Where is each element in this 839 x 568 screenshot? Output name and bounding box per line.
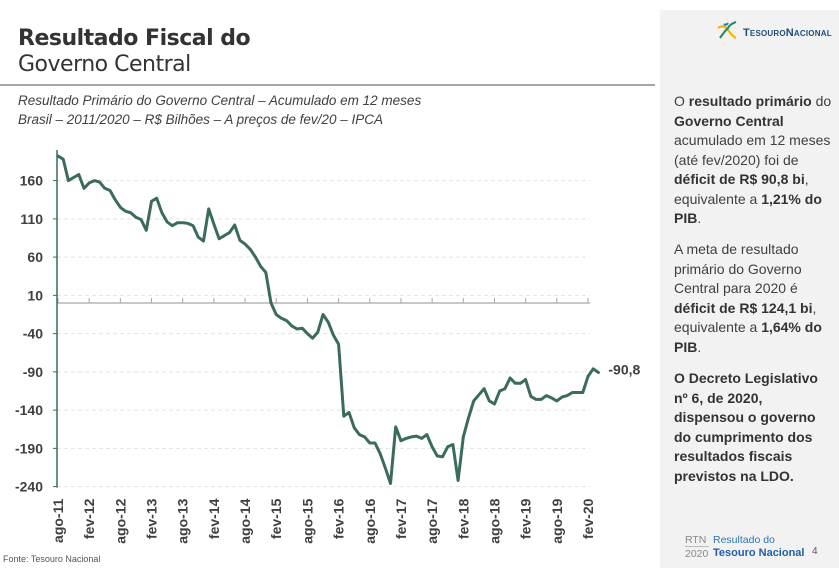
series-layer xyxy=(56,154,600,485)
gridlines xyxy=(57,180,590,488)
x-tick-label: fev-19 xyxy=(518,498,534,539)
title-divider xyxy=(0,84,655,86)
x-tick-label: fev-15 xyxy=(268,498,284,539)
panel-text-run: 1,64% do PIB xyxy=(674,319,822,355)
panel-text-run: O xyxy=(674,93,689,109)
x-tick-label: ago-15 xyxy=(299,498,315,543)
panel-text-run: déficit de R$ 124,1 bi xyxy=(674,299,813,316)
source-note: Fonte: Tesouro Nacional xyxy=(3,554,101,564)
panel-text-run: , equivalente a xyxy=(674,171,809,207)
panel-paragraph-target: A meta de resultado primário do Governo … xyxy=(674,240,834,357)
y-tick-label: -240 xyxy=(15,479,43,495)
x-tick-label: fev-20 xyxy=(580,498,596,539)
y-tick-label: -190 xyxy=(15,440,43,456)
footer-line2: Tesouro Nacional xyxy=(713,547,805,559)
x-axis-tick-labels: ago-11 fev-12 ago-12 fev-13 ago-13 fev-14 ago-… xyxy=(50,498,596,543)
logo-text: TesouroNacional xyxy=(743,26,832,39)
y-tick-label: -40 xyxy=(23,326,43,342)
x-tick-label: ago-13 xyxy=(175,498,191,543)
y-tick-label: -140 xyxy=(15,402,43,418)
page-title: Resultado Fiscal do xyxy=(18,26,251,51)
chart-title: Resultado Primário do Governo Central – … xyxy=(18,93,422,108)
x-tick-label: ago-11 xyxy=(50,498,66,543)
panel-text-run: acumulado em 12 meses (até fev/2020) foi… xyxy=(674,132,831,168)
panel-paragraph-result: O resultado primário do Governo Central … xyxy=(674,92,834,229)
x-tick-label: fev-12 xyxy=(81,498,97,539)
x-tick-label: ago-18 xyxy=(486,498,502,543)
x-tick-label: fev-17 xyxy=(393,498,409,539)
panel-text-run: , equivalente a xyxy=(674,299,817,336)
side-panel xyxy=(660,10,839,568)
panel-text-run: do xyxy=(811,93,832,109)
x-axis xyxy=(57,298,590,304)
x-tick-label: fev-13 xyxy=(144,498,160,539)
panel-text-run: déficit de R$ 90,8 bi xyxy=(674,171,805,187)
line-chart: 160 110 60 10 -40 -90 -140 -190 -240 ago-11 fev-1… xyxy=(15,150,641,544)
footer-line1: Resultado do xyxy=(713,534,775,546)
x-tick-label: ago-14 xyxy=(237,498,253,543)
y-tick-label: 110 xyxy=(20,211,43,227)
page-subtitle-title: Governo Central xyxy=(18,52,191,77)
panel-text-run: . xyxy=(697,338,702,355)
panel-text-run: A meta de resultado primário do Governo … xyxy=(674,241,802,296)
x-tick-label: ago-16 xyxy=(362,498,378,543)
y-tick-label: -90 xyxy=(23,364,43,380)
x-tick-label: ago-19 xyxy=(549,498,565,543)
footer-year: 2020 xyxy=(685,548,709,560)
x-tick-label: ago-12 xyxy=(112,498,128,543)
tesouro-nacional-logo: TesouroNacional xyxy=(716,20,832,45)
y-axis-ticks: 160 110 60 10 -40 -90 -140 -190 -240 xyxy=(15,173,57,495)
panel-text-run: resultado primário xyxy=(688,93,812,109)
x-tick-label: fev-16 xyxy=(331,498,347,539)
footer-rtn: RTN xyxy=(685,534,709,547)
x-tick-label: fev-18 xyxy=(455,498,471,539)
chart-subtitle: Brasil – 2011/2020 – R$ Bilhões – A preç… xyxy=(18,112,383,127)
panel-text-run: . xyxy=(697,210,702,226)
end-value-label: -90,8 xyxy=(608,361,640,377)
y-tick-label: 60 xyxy=(27,249,43,265)
panel-text-run: 1,21% do PIB xyxy=(674,190,822,227)
series-line xyxy=(56,154,600,485)
x-tick-label: ago-17 xyxy=(424,498,440,543)
y-tick-label: 10 xyxy=(27,287,43,303)
panel-text-run: Governo Central xyxy=(674,112,784,129)
page-number: 4 xyxy=(812,546,818,557)
y-tick-label: 160 xyxy=(20,173,44,189)
panel-paragraph-decree: O Decreto Legislativo nº 6, de 2020, dis… xyxy=(674,370,818,484)
tesouro-nacional-logo-icon xyxy=(716,20,740,45)
x-tick-label: fev-14 xyxy=(206,498,222,539)
